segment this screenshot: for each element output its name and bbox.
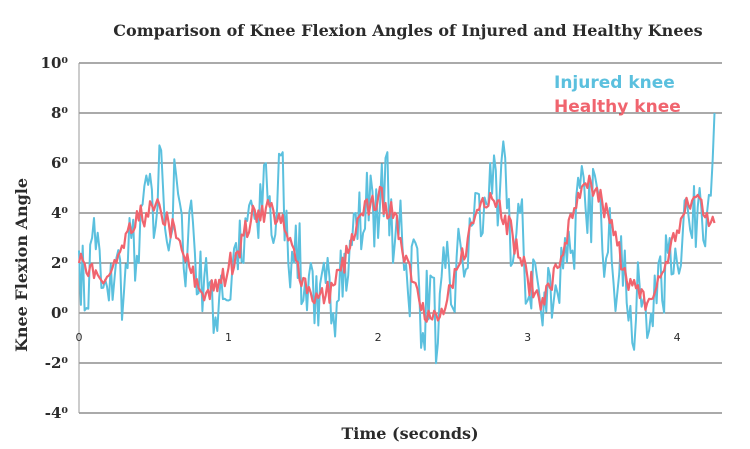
x-axis-label: Time (seconds) (341, 424, 478, 443)
chart-title: Comparison of Knee Flexion Angles of Inj… (113, 21, 702, 40)
y-tick-label: 2⁰ (51, 254, 68, 272)
y-tick-label: 6⁰ (51, 154, 68, 172)
x-tick-label: 1 (225, 331, 232, 344)
y-axis-label: Knee Flexion Angle (12, 178, 31, 352)
legend-healthy-knee: Healthy knee (554, 97, 681, 117)
y-tick-label: 0⁰ (51, 304, 68, 322)
y-tick-label: -4⁰ (45, 404, 69, 422)
x-tick-label: 2 (375, 331, 382, 344)
series-layer (77, 112, 716, 365)
y-tick-label: 8⁰ (51, 104, 68, 122)
x-tick-label: 4 (674, 331, 681, 344)
y-tick-label: -2⁰ (45, 354, 69, 372)
legend-injured-knee: Injured knee (554, 73, 675, 93)
series-line-injured-knee (78, 112, 716, 365)
series-line-healthy-knee (77, 174, 716, 323)
y-tick-label: 4⁰ (51, 204, 68, 222)
x-tick-label: 0 (76, 331, 83, 344)
x-axis-ticks: 0 1 2 3 4 (76, 331, 681, 344)
y-axis-ticks: -4⁰ -2⁰ 0⁰ 2⁰ 4⁰ 6⁰ 8⁰ 10⁰ (41, 54, 69, 422)
y-tick-label: 10⁰ (41, 54, 69, 72)
x-tick-label: 3 (524, 331, 531, 344)
